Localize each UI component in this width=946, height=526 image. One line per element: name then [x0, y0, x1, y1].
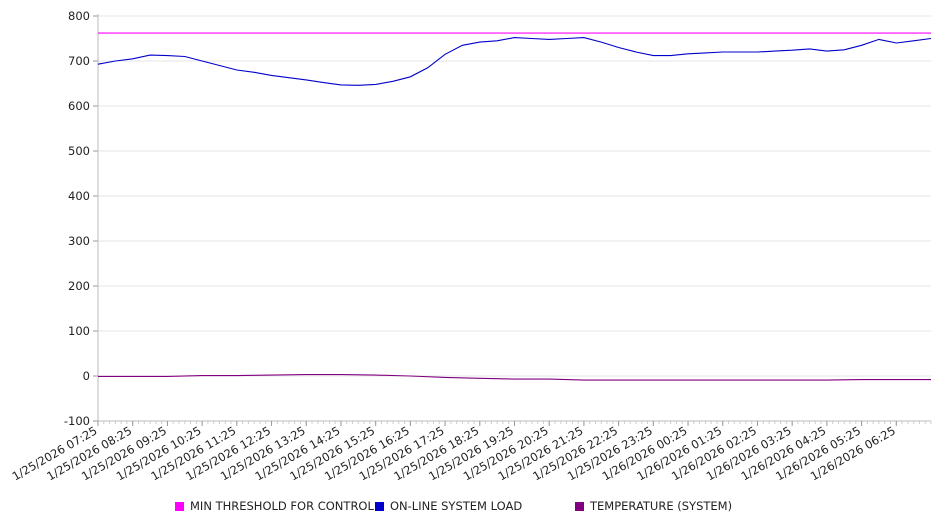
y-tick-label: 0 — [83, 369, 90, 383]
series-lines — [97, 32, 932, 381]
legend: MIN THRESHOLD FOR CONTROL ON-LINE SYSTEM… — [0, 497, 946, 515]
series-system-load-line — [97, 37, 932, 86]
y-tick-label: 100 — [68, 324, 90, 338]
y-tick-label: 600 — [68, 99, 90, 113]
legend-item-temperature[interactable]: TEMPERATURE (SYSTEM) — [575, 497, 732, 515]
x-axis-tick-labels: 1/25/2026 07:251/25/2026 08:251/25/2026 … — [10, 423, 898, 483]
legend-label-min-threshold: MIN THRESHOLD FOR CONTROL — [190, 499, 374, 513]
y-tick-label: 400 — [68, 189, 90, 203]
axes — [93, 14, 932, 426]
y-tick-label: 700 — [68, 54, 90, 68]
y-axis-tick-labels: -100 0 100 200 300 400 500 600 700 800 — [64, 9, 90, 428]
legend-label-system-load: ON-LINE SYSTEM LOAD — [390, 499, 523, 513]
grid — [98, 15, 931, 422]
y-tick-label: 800 — [68, 9, 90, 23]
legend-swatch-temperature — [575, 501, 584, 511]
legend-item-system-load[interactable]: ON-LINE SYSTEM LOAD — [375, 497, 522, 515]
y-tick-label: 500 — [68, 144, 90, 158]
y-tick-label: 300 — [68, 234, 90, 248]
legend-label-temperature: TEMPERATURE (SYSTEM) — [590, 499, 733, 513]
legend-swatch-min-threshold — [175, 501, 184, 511]
series-temperature-line — [98, 374, 931, 381]
legend-swatch-system-load — [375, 501, 384, 511]
legend-item-min-threshold[interactable]: MIN THRESHOLD FOR CONTROL — [175, 497, 374, 515]
y-tick-label: -100 — [64, 414, 90, 428]
y-tick-label: 200 — [68, 279, 90, 293]
